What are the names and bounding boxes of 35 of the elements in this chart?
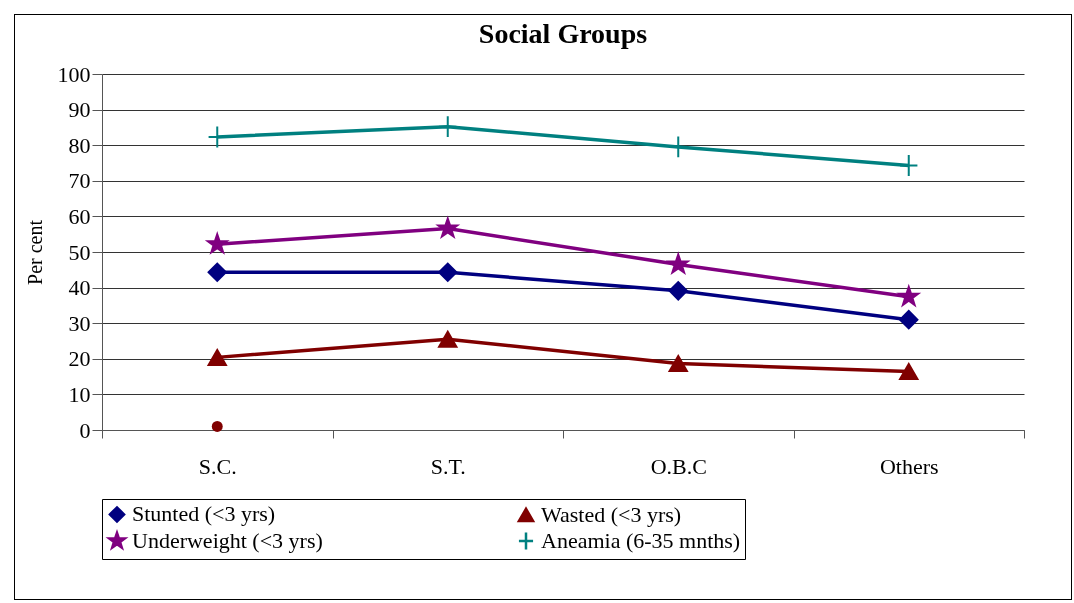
point (899, 363, 919, 381)
point (438, 262, 458, 282)
point (668, 354, 688, 372)
point (438, 115, 458, 139)
y-tick-label: 60 (68, 203, 91, 229)
y-tick-label: 10 (68, 381, 91, 407)
legend-label: Stunted (<3 yrs) (132, 501, 276, 527)
legend-label: Underweight (<3 yrs) (132, 528, 323, 553)
x-tick-label: O.B.C (650, 453, 707, 479)
y-tick-label: 30 (68, 310, 91, 336)
x-tick-label: S.T. (430, 453, 466, 479)
legend-label: Wasted (<3 yrs) (541, 501, 682, 527)
point (899, 154, 919, 177)
point (438, 330, 458, 348)
point (207, 262, 227, 282)
y-tick-label: 70 (68, 168, 91, 194)
y-tick-label: 20 (68, 346, 91, 372)
y-tick-label: 50 (68, 239, 91, 265)
y-tick-label: 90 (68, 97, 91, 123)
y-tick-label: 80 (68, 132, 91, 158)
point (898, 285, 920, 306)
point (206, 233, 228, 254)
y-tick-label: 100 (57, 61, 91, 87)
y-tick-label: 0 (79, 417, 91, 443)
chart-title: Social Groups (478, 18, 648, 49)
y-tick-label: 40 (68, 275, 91, 301)
point (211, 420, 223, 432)
point (667, 253, 689, 274)
point (899, 309, 919, 330)
x-tick-label: S.C. (198, 453, 237, 479)
point (207, 348, 227, 366)
y-axis-title: Per cent (23, 219, 46, 285)
legend-label: Aneamia (6-35 mnths) (541, 528, 741, 553)
point (668, 281, 688, 301)
x-tick-label: Others (879, 453, 939, 479)
